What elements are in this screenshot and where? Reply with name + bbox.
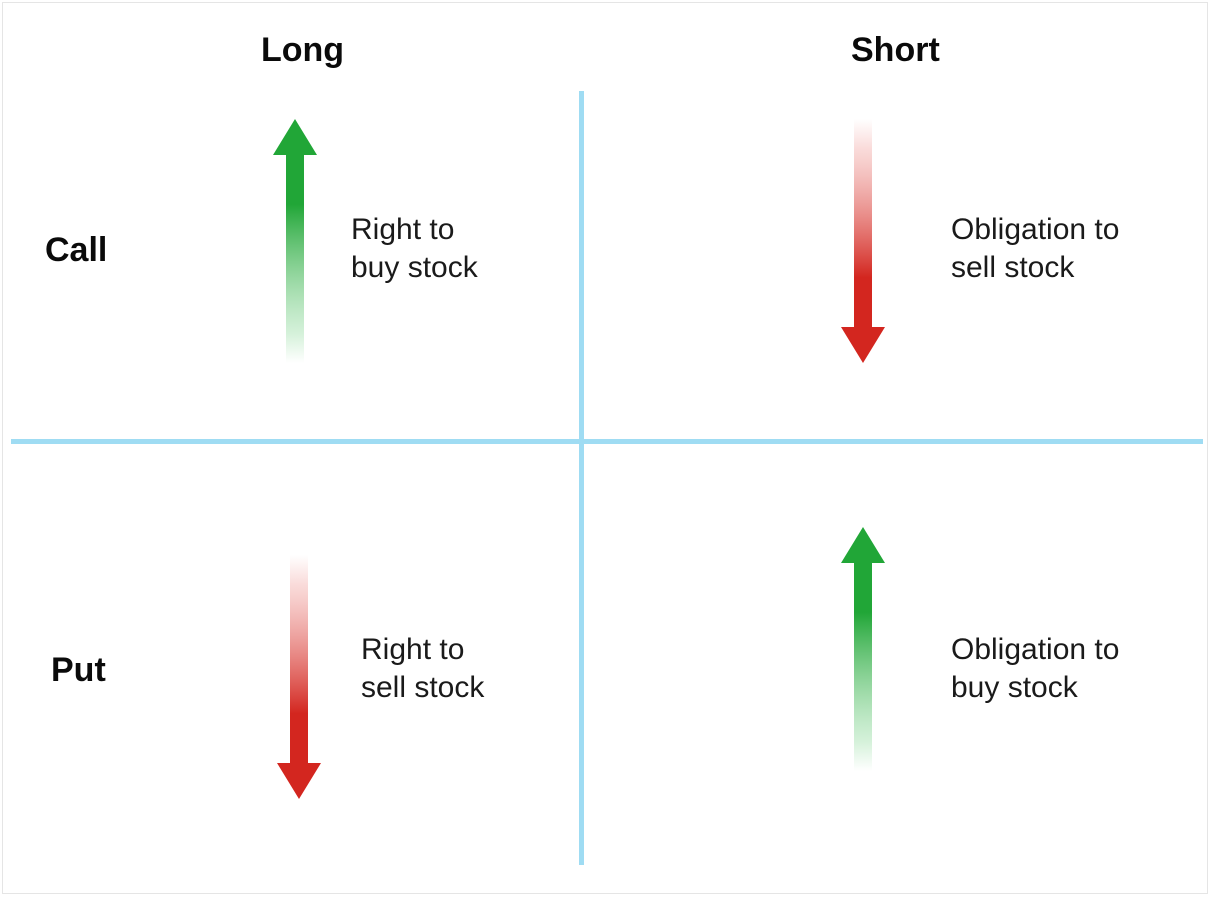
horizontal-divider	[11, 439, 1203, 444]
cell-put-short-text: Obligation to buy stock	[951, 631, 1119, 706]
cell-put-long-text: Right to sell stock	[361, 631, 484, 706]
cell-line2: buy stock	[351, 251, 478, 284]
arrow-up-icon	[273, 119, 317, 363]
options-matrix: Long Short Call Put Right to buy stock O…	[2, 2, 1208, 894]
vertical-divider	[579, 91, 584, 865]
cell-call-short-text: Obligation to sell stock	[951, 211, 1119, 286]
cell-call-long-text: Right to buy stock	[351, 211, 478, 286]
col-header-short: Short	[851, 31, 940, 70]
cell-line1: Right to	[361, 633, 464, 666]
arrow-up-icon	[841, 527, 885, 771]
arrow-down-icon	[277, 555, 321, 799]
arrow-down-icon	[841, 119, 885, 363]
cell-line1: Obligation to	[951, 213, 1119, 246]
cell-line1: Obligation to	[951, 633, 1119, 666]
row-header-call: Call	[45, 231, 107, 270]
cell-line2: buy stock	[951, 671, 1078, 704]
cell-line2: sell stock	[951, 251, 1074, 284]
row-header-put: Put	[51, 651, 106, 690]
cell-line2: sell stock	[361, 671, 484, 704]
col-header-long: Long	[261, 31, 344, 70]
cell-line1: Right to	[351, 213, 454, 246]
